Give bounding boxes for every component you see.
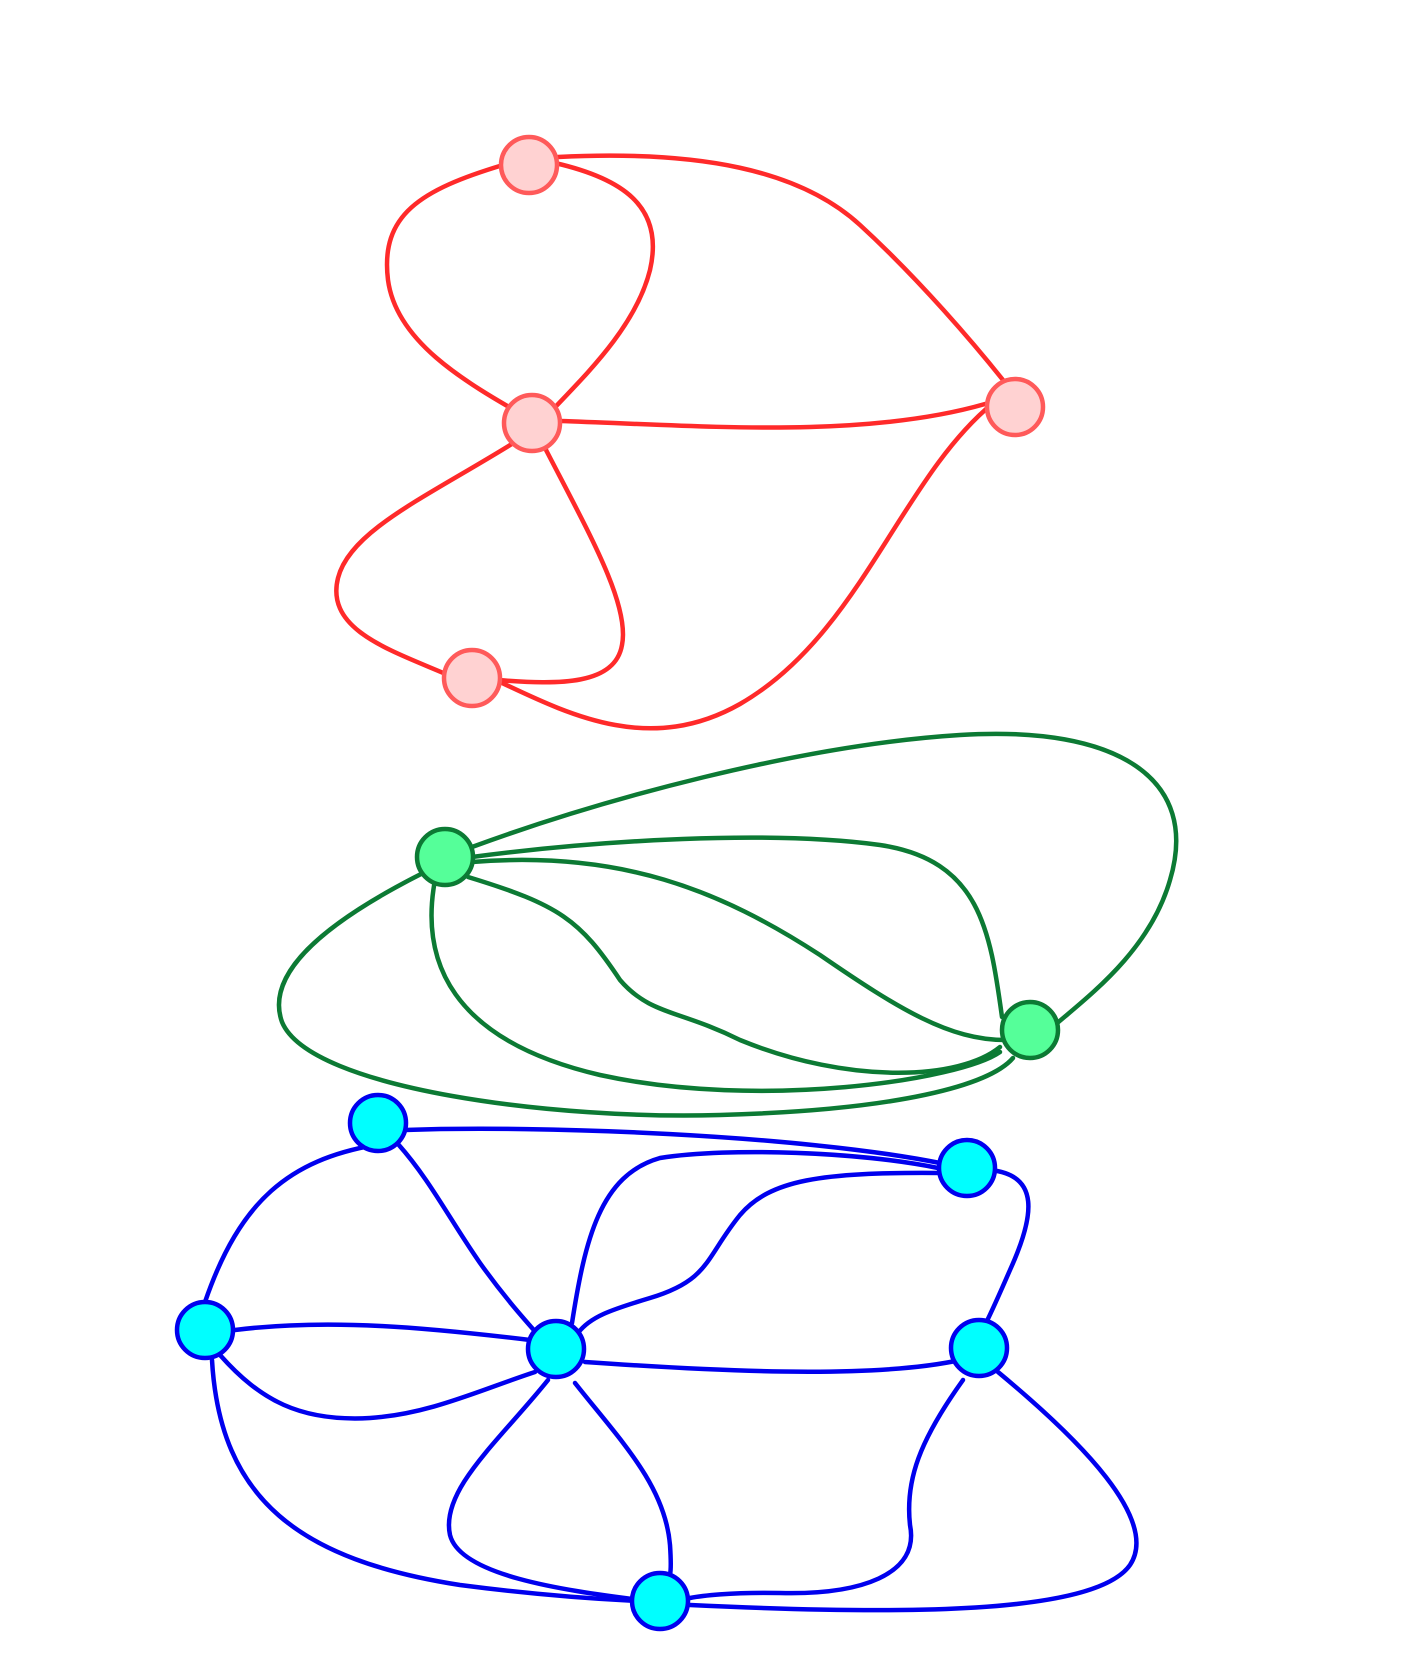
edge-b1-b2 <box>402 1126 943 1166</box>
edge-g1-g2-inner-bottom <box>429 877 1003 1094</box>
node-r3[interactable] <box>984 376 1046 438</box>
edge-b4-b6-right <box>572 1380 673 1578</box>
edge-g1-g2-middle <box>469 857 1008 1043</box>
edge-b1-b3 <box>202 1142 378 1305</box>
node-b1[interactable] <box>347 1092 409 1154</box>
edge-b5-b6-outer <box>687 1369 1139 1613</box>
edge-r2-r3 <box>557 401 988 430</box>
node-b5[interactable] <box>948 1317 1010 1379</box>
edge-r1-r2-right <box>542 160 656 421</box>
node-g1[interactable] <box>414 826 476 888</box>
edge-b2-b5 <box>982 1167 1031 1328</box>
green-component <box>276 731 1179 1118</box>
edge-b2-b4-top <box>569 1149 941 1326</box>
edge-b3-b4-lower <box>217 1352 538 1421</box>
blue-component <box>174 1092 1139 1632</box>
edge-b4-b5 <box>582 1357 963 1374</box>
edge-g1-g2-upper <box>469 835 1005 1020</box>
node-g2[interactable] <box>999 999 1061 1061</box>
edge-r2-r4-right <box>495 445 626 685</box>
node-b3[interactable] <box>174 1299 236 1361</box>
node-b6[interactable] <box>629 1570 691 1632</box>
edge-r1-r2-left <box>384 162 535 423</box>
node-r1[interactable] <box>498 134 560 196</box>
edge-r1-r3 <box>555 153 1006 383</box>
edge-b3-b4-upper <box>232 1322 533 1343</box>
edge-g1-g2-outer-bottom <box>276 870 1016 1118</box>
edge-b5-b6-inner <box>687 1377 966 1601</box>
edge-r3-r4 <box>497 401 995 731</box>
edge-r2-r4-left <box>334 439 518 678</box>
edge-g1-g2-outer-top <box>469 731 1179 1028</box>
node-b4[interactable] <box>525 1318 587 1380</box>
node-r4[interactable] <box>441 647 503 709</box>
edge-b3-b6 <box>209 1357 641 1604</box>
edge-b2-b4-wave <box>575 1170 943 1336</box>
edge-b1-b4 <box>395 1141 543 1340</box>
edge-g1-g2-wave <box>465 874 1003 1075</box>
red-component <box>334 134 1046 731</box>
edge-b4-b6-left <box>446 1377 643 1603</box>
node-b2[interactable] <box>936 1137 998 1199</box>
node-r2[interactable] <box>501 392 563 454</box>
